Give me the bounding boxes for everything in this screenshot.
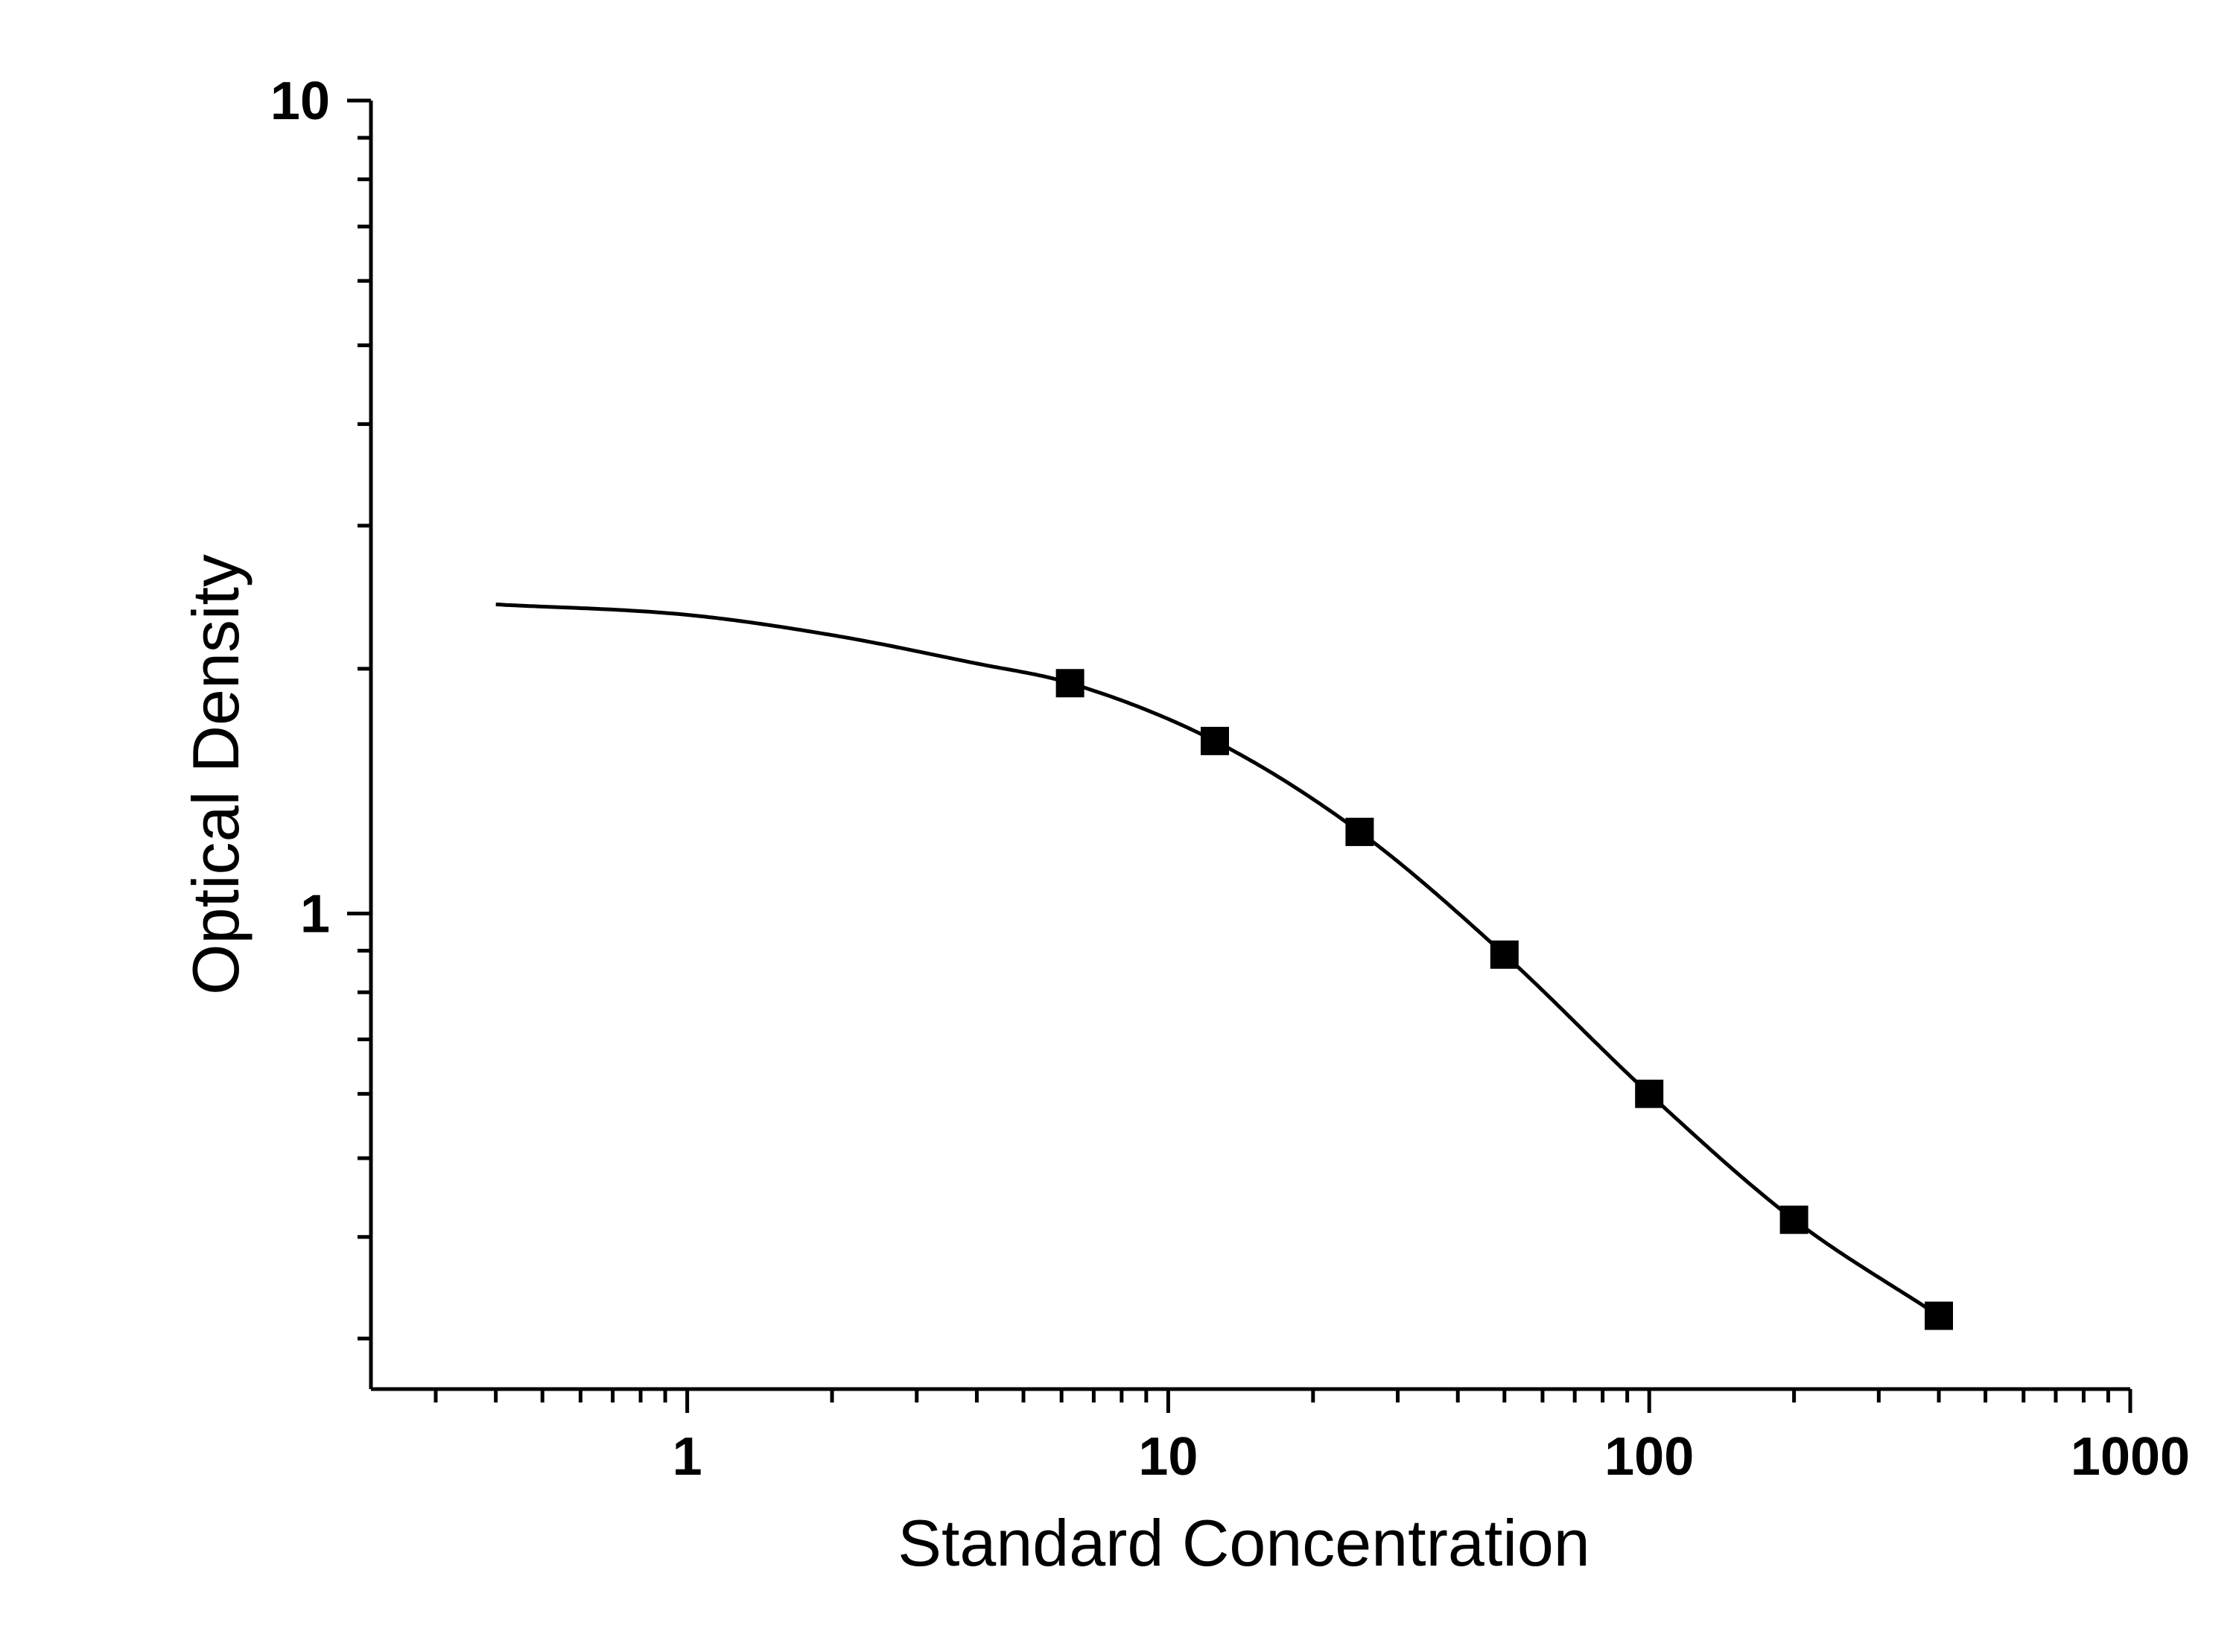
y-axis-title: Optical Density [179,554,253,995]
data-point-marker [1635,1079,1664,1108]
data-point-marker [1779,1205,1808,1234]
data-point-marker [1055,669,1084,698]
fit-curve-layer [495,603,1940,1318]
x-tick-label: 1000 [2071,1427,2190,1487]
axis-ticks: 1 10 100 1000 1 10 [270,72,2190,1487]
x-axis-title: Standard Concentration [898,1506,1590,1580]
data-point-marker [1925,1301,1954,1330]
y-tick-label: 1 [300,884,330,944]
data-markers [1055,669,1954,1330]
x-tick-label: 1 [673,1427,702,1487]
data-point-marker [1490,940,1519,969]
data-point-marker [1345,817,1374,846]
data-point-marker [1201,726,1230,755]
x-tick-label: 100 [1604,1427,1694,1487]
axes [369,101,2130,1391]
y-tick-label: 10 [270,72,330,131]
x-tick-label: 10 [1138,1427,1198,1487]
fit-curve-line [495,603,1940,1318]
